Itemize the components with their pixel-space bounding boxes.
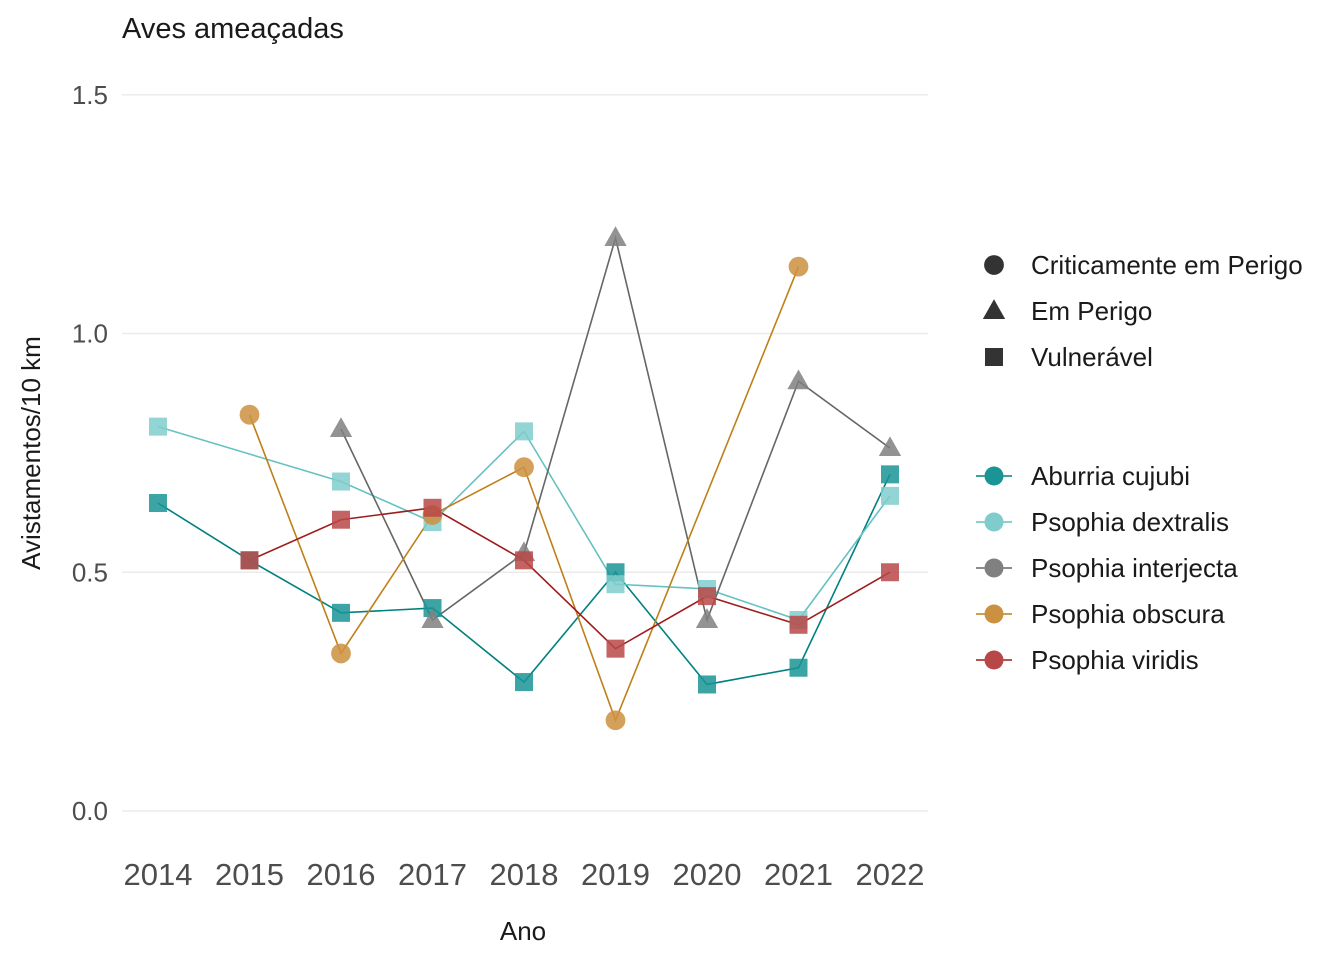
- series-line-psophia-interjecta: [340, 234, 891, 623]
- data-point-psophia-dextralis: [332, 472, 350, 491]
- data-point-psophia-dextralis: [149, 417, 167, 436]
- legend-shape-label: Em Perigo: [1031, 296, 1152, 326]
- data-point-psophia-viridis: [698, 587, 716, 606]
- data-point-psophia-obscura: [605, 710, 626, 731]
- data-point-psophia-obscura: [331, 643, 351, 664]
- legend-series-label: Psophia obscura: [1031, 599, 1225, 629]
- legend-series-key-icon: [984, 512, 1004, 532]
- x-tick-label: 2020: [673, 857, 742, 892]
- data-point-psophia-viridis: [240, 551, 259, 570]
- series-line-psophia-viridis: [249, 506, 891, 650]
- y-tick-label: 0.0: [72, 796, 108, 826]
- data-point-psophia-interjecta: [604, 226, 627, 246]
- series-line-psophia-obscura: [248, 266, 800, 723]
- x-tick-label: 2019: [581, 857, 650, 892]
- x-tick-label: 2016: [307, 857, 376, 892]
- data-point-aburria-cujubi: [515, 673, 533, 692]
- data-point-psophia-viridis: [423, 498, 442, 517]
- x-axis-ticks: 2014 2015 2016 2017 2018 2019 2020 2021 2022: [124, 857, 925, 892]
- data-point-psophia-viridis: [606, 639, 625, 658]
- series-line-psophia-dextralis: [157, 425, 891, 621]
- legend-shape-label: Vulnerável: [1031, 342, 1153, 372]
- series-legend: Aburria cujubi Psophia dextralis Psophia i…: [976, 461, 1238, 675]
- y-axis-ticks: 0.0 0.5 1.0 1.5: [72, 80, 108, 826]
- data-point-psophia-interjecta: [329, 417, 353, 437]
- x-tick-label: 2018: [490, 857, 559, 892]
- series-line-aburria-cujubi: [157, 474, 891, 686]
- data-point-aburria-cujubi: [698, 675, 716, 694]
- data-point-aburria-cujubi: [881, 465, 899, 484]
- data-point-psophia-interjecta: [787, 369, 810, 390]
- data-point-aburria-cujubi: [149, 494, 167, 513]
- legend-shape-triangle-icon: [982, 299, 1006, 319]
- legend-series-key-icon: [984, 466, 1004, 486]
- legend-series-label: Psophia viridis: [1031, 645, 1199, 675]
- x-tick-label: 2015: [215, 857, 284, 892]
- data-point-psophia-viridis: [881, 563, 899, 582]
- data-point-aburria-cujubi: [789, 658, 808, 677]
- legend-series-key-icon: [984, 650, 1004, 670]
- y-tick-label: 0.5: [72, 557, 108, 587]
- y-tick-label: 1.0: [72, 319, 108, 349]
- data-point-psophia-interjecta: [878, 436, 902, 457]
- data-point-psophia-dextralis: [606, 575, 625, 594]
- legend-series-label: Psophia interjecta: [1031, 553, 1238, 583]
- legend-series-label: Psophia dextralis: [1031, 507, 1229, 537]
- legend-shape-label: Criticamente em Perigo: [1031, 250, 1303, 280]
- legend-series-key-icon: [984, 604, 1004, 624]
- x-axis-label: Ano: [500, 916, 546, 946]
- shape-legend: Criticamente em Perigo Em Perigo Vulneráve…: [982, 250, 1303, 372]
- data-point-aburria-cujubi: [423, 599, 442, 618]
- data-point-psophia-dextralis: [515, 422, 533, 441]
- y-tick-label: 1.5: [72, 80, 108, 110]
- data-point-psophia-interjecta: [695, 608, 719, 628]
- legend-series-key-icon: [984, 558, 1004, 578]
- data-point-psophia-viridis: [789, 615, 808, 634]
- series-lines: [157, 234, 891, 723]
- legend-series-label: Aburria cujubi: [1031, 461, 1190, 491]
- x-tick-label: 2017: [398, 857, 467, 892]
- y-axis-label: Avistamentos/10 km: [16, 336, 46, 570]
- legend-shape-square-icon: [985, 348, 1003, 366]
- x-tick-label: 2022: [856, 857, 925, 892]
- data-point-psophia-viridis: [515, 551, 533, 570]
- data-point-psophia-viridis: [332, 510, 350, 529]
- legend-shape-circle-icon: [984, 255, 1004, 275]
- chart-title: Aves ameaçadas: [122, 13, 344, 45]
- x-tick-label: 2014: [124, 857, 193, 892]
- data-points: [149, 226, 902, 731]
- data-point-psophia-interjecta: [421, 608, 444, 628]
- data-point-aburria-cujubi: [332, 603, 350, 622]
- data-point-psophia-obscura: [788, 256, 809, 277]
- grid-lines: [122, 94, 928, 812]
- data-point-psophia-obscura: [239, 404, 260, 425]
- data-point-psophia-dextralis: [881, 486, 899, 505]
- x-tick-label: 2021: [764, 857, 833, 892]
- data-point-psophia-obscura: [514, 457, 534, 478]
